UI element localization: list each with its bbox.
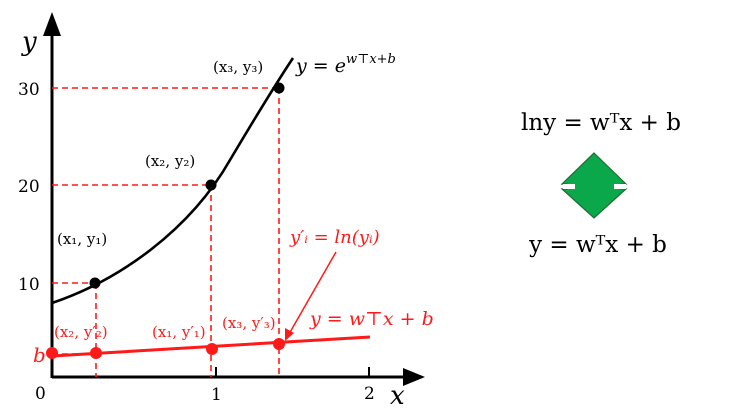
- x-tick-label-1: 1: [211, 385, 222, 405]
- linear-point-2: [90, 347, 102, 359]
- linear-point-2-label: (x₂, y′₂): [54, 323, 108, 341]
- linear-point-3-label: (x₃, y′₃): [222, 314, 276, 332]
- curve-point-2-label: (x₂, y₂): [145, 152, 195, 170]
- linear-point-b: [46, 347, 58, 359]
- x-axis-arrow: [403, 368, 425, 386]
- transform-label: y′ᵢ = ln(yᵢ): [289, 227, 380, 248]
- top-equation: lny = wᵀx + b: [521, 110, 681, 136]
- y-tick-label-20: 20: [18, 177, 40, 197]
- curve-point-2: [205, 179, 217, 191]
- y-axis-arrow: [43, 12, 61, 36]
- linear-point-1-label: (x₁, y′₁): [152, 323, 206, 341]
- bottom-equation: y = wᵀx + b: [528, 232, 667, 258]
- up-down-arrow-icon: [560, 152, 628, 219]
- curve-point-3-label: (x₃, y₃): [213, 58, 263, 76]
- y-tick-label-30: 30: [18, 80, 40, 100]
- linear-point-1: [206, 343, 218, 355]
- curve-point-3: [273, 82, 285, 94]
- curve-equation: y = ew⊤x+b: [295, 52, 396, 77]
- x-tick-label-2: 2: [364, 384, 375, 404]
- curve-point-1: [89, 277, 101, 289]
- curve-point-1-label: (x₁, y₁): [57, 230, 107, 248]
- transform-arrow: [288, 251, 337, 335]
- y-tick-label-10: 10: [18, 275, 40, 295]
- exponential-curve: [51, 57, 295, 305]
- y-axis-label: y: [21, 27, 37, 57]
- linear-point-3: [273, 338, 285, 350]
- x-axis-label: x: [390, 381, 405, 411]
- x-tick-label-0: 0: [35, 384, 46, 404]
- linear-equation: y = w⊤x + b: [309, 308, 434, 330]
- transform-arrowhead: [285, 328, 294, 341]
- b-label: b: [33, 343, 46, 367]
